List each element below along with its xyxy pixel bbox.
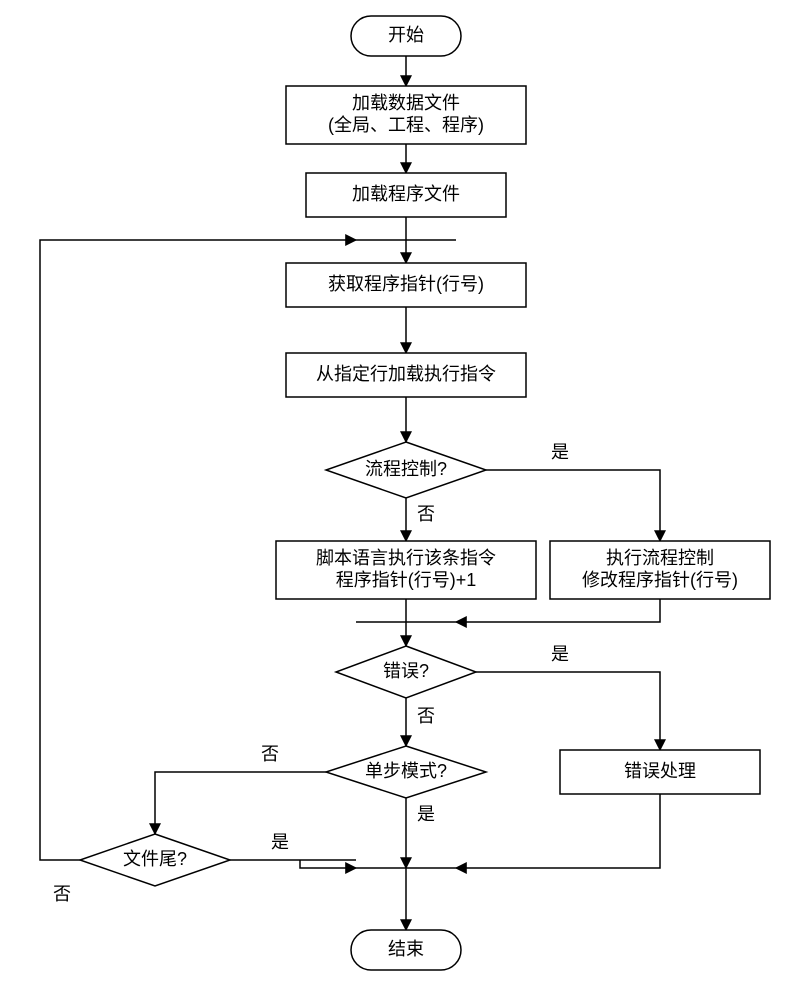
node-start: 开始	[351, 16, 461, 56]
node-load_prog: 加载程序文件	[306, 173, 506, 217]
node-get_ptr: 获取程序指针(行号)	[286, 263, 526, 307]
node-label: 获取程序指针(行号)	[328, 274, 484, 294]
edge-label: 否	[417, 706, 435, 726]
edge-e6_yes	[486, 470, 660, 541]
node-label: 开始	[388, 25, 424, 45]
node-d_step: 单步模式?	[326, 746, 486, 798]
node-err_h: 错误处理	[560, 750, 760, 794]
nodes: 开始加载数据文件(全局、工程、程序) 加载程序文件获取程序指针(行号) 从指定行加载…	[80, 16, 770, 970]
node-label: 文件尾?	[123, 849, 187, 869]
node-label: 加载数据文件	[352, 93, 460, 113]
node-label: 流程控制?	[365, 459, 447, 479]
node-label: 错误处理	[624, 761, 696, 781]
edge-label: 是	[417, 804, 435, 824]
edge-label: 否	[53, 884, 71, 904]
node-label: 从指定行加载执行指令	[316, 364, 496, 384]
edge-label: 是	[551, 644, 569, 664]
node-label: 加载程序文件	[352, 184, 460, 204]
edge-eof_yes2	[300, 860, 356, 868]
node-label: 错误?	[383, 661, 429, 681]
node-label: 单步模式?	[365, 761, 447, 781]
node-exec_flow: 执行流程控制修改程序指针(行号)	[550, 541, 770, 599]
node-label: 程序指针(行号)+1	[336, 570, 477, 590]
edge-e_err_merge	[456, 794, 660, 868]
node-label: (全局、工程、程序)	[328, 115, 484, 135]
edge-e7b	[456, 599, 660, 622]
node-label: 脚本语言执行该条指令	[316, 548, 496, 568]
node-label: 结束	[388, 939, 424, 959]
node-d_eof: 文件尾?	[80, 834, 230, 886]
node-end: 结束	[351, 930, 461, 970]
edge-e9_no	[155, 772, 326, 834]
node-d_flow: 流程控制?	[326, 442, 486, 498]
node-label: 修改程序指针(行号)	[582, 570, 738, 590]
flowchart-canvas: 否是否是是否是否开始加载数据文件(全局、工程、程序)加载程序文件获取程序指针(行…	[0, 0, 812, 1000]
node-exec_script: 脚本语言执行该条指令程序指针(行号)+1	[276, 541, 536, 599]
node-load_data: 加载数据文件(全局、工程、程序)	[286, 86, 526, 144]
node-label: 执行流程控制	[606, 548, 714, 568]
edge-label: 否	[417, 504, 435, 524]
node-load_ins: 从指定行加载执行指令	[286, 353, 526, 397]
edge-label: 是	[551, 442, 569, 462]
node-d_err: 错误?	[336, 646, 476, 698]
edge-label: 是	[271, 832, 289, 852]
edge-e8_yes	[476, 672, 660, 750]
edge-label: 否	[261, 744, 279, 764]
